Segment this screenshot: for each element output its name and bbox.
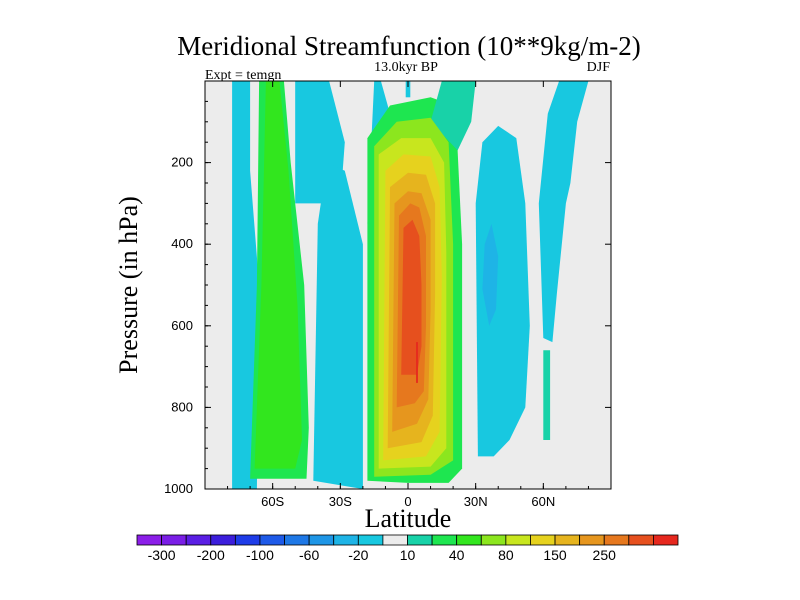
x-tick-label: 30S (329, 494, 352, 509)
colorbar-swatch (234, 534, 261, 546)
y-tick-label: 200 (171, 155, 193, 170)
colorbar-swatch (505, 534, 531, 546)
x-tick-label: 30N (464, 494, 488, 509)
x-tick-label: 0 (404, 494, 411, 509)
colorbar-swatch (628, 534, 654, 546)
colorbar-label: -60 (299, 547, 319, 563)
colorbar-swatch (382, 534, 408, 546)
contour-neg-band-40N-inner (482, 223, 499, 326)
colorbar-swatch (653, 534, 679, 546)
contour-neg-band-70S (232, 81, 260, 489)
y-tick-label: 600 (171, 318, 193, 333)
colorbar-swatch (456, 534, 482, 546)
contour-neg-core-10N (405, 81, 411, 98)
colorbar-swatch (407, 534, 433, 546)
colorbar-label: -100 (246, 547, 274, 563)
colorbar-label: 10 (400, 547, 416, 563)
chart-subtitle: 13.0kyr BP (374, 60, 438, 75)
colorbar-label: 250 (593, 547, 617, 563)
colorbar-swatch (210, 534, 236, 546)
contour-hadley-l8 (401, 219, 422, 375)
colorbar-swatch (259, 534, 285, 546)
colorbar-swatch (554, 534, 581, 546)
contour-pos-band-60N (543, 350, 551, 440)
colorbar-swatch (603, 534, 630, 546)
colorbar-label: -200 (197, 547, 225, 563)
contour-neg-band-40N (475, 125, 530, 457)
experiment-label: Expt = temgn (205, 68, 281, 83)
tick-layer: 60S 30S 0 30N 60N 200 400 600 800 1000 (164, 81, 611, 509)
colorbar-swatch (136, 534, 162, 546)
colorbar-swatch (431, 534, 458, 546)
x-axis-label: Latitude (365, 504, 452, 533)
colorbar-swatch (333, 534, 359, 546)
colorbar-swatch (530, 534, 556, 546)
contour-neg-band-30S (313, 162, 363, 489)
colorbar-swatch (480, 534, 507, 546)
contour-neg-band-70N (538, 81, 589, 343)
colorbar: -300 -200 -100 -60 -20 10 40 80 150 250 (136, 534, 679, 563)
colorbar-label: 40 (449, 547, 465, 563)
x-tick-label: 60N (531, 494, 555, 509)
colorbar-swatch (357, 534, 384, 546)
colorbar-label: -300 (148, 547, 176, 563)
colorbar-label: 150 (543, 547, 567, 563)
y-tick-label: 400 (171, 236, 193, 251)
colorbar-swatch (185, 534, 212, 546)
plot-area: 60S 30S 0 30N 60N 200 400 600 800 1000 (164, 80, 612, 509)
y-tick-label: 1000 (164, 481, 193, 496)
colorbar-swatch (308, 534, 335, 546)
chart-title: Meridional Streamfunction (10**9kg/m-2) (177, 31, 640, 61)
contour-pos-band-55S-core (254, 81, 302, 469)
colorbar-swatch (161, 534, 187, 546)
contour-hadley-max (416, 342, 418, 383)
season-label: DJF (587, 60, 611, 75)
colorbar-label: 80 (498, 547, 514, 563)
x-tick-label: 60S (261, 494, 284, 509)
colorbar-label: -20 (348, 547, 368, 563)
y-tick-label: 800 (171, 399, 193, 414)
contour-layer (232, 81, 589, 489)
colorbar-swatch (284, 534, 310, 546)
y-axis-label: Pressure (in hPa) (114, 196, 143, 374)
colorbar-swatch (579, 534, 605, 546)
